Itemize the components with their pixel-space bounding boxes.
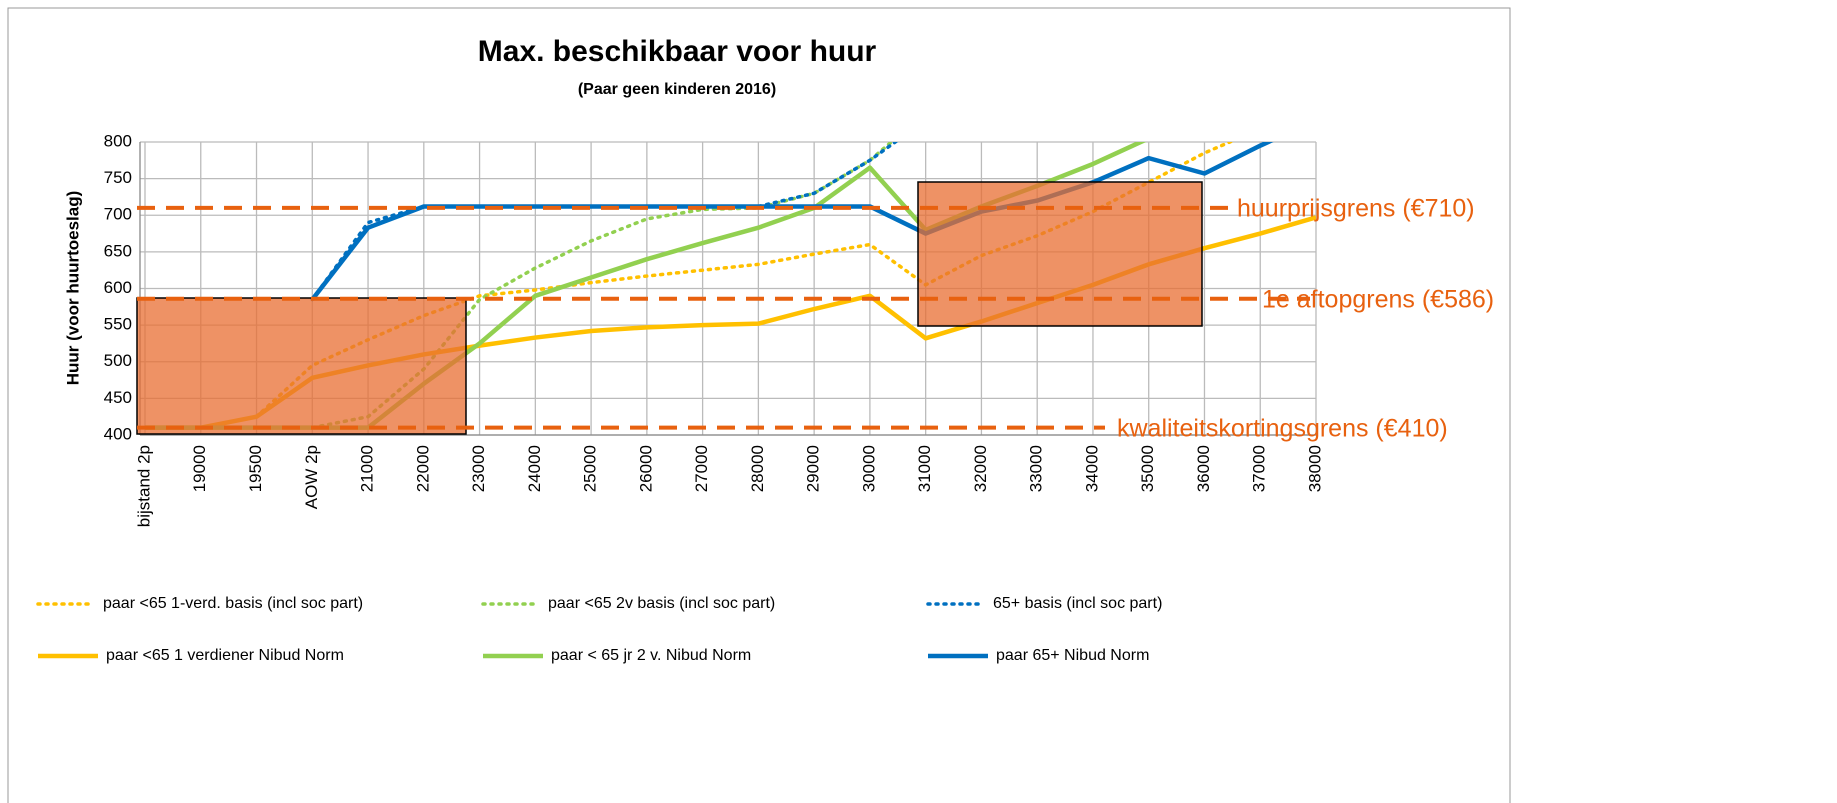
y-tick-label: 550 (104, 315, 132, 334)
x-tick-label: 27000 (692, 445, 711, 492)
x-tick-label: 29000 (804, 445, 823, 492)
x-tick-label: bijstand 2p (134, 445, 153, 527)
legend-label: paar < 65 jr 2 v. Nibud Norm (551, 647, 751, 664)
x-tick-label: 24000 (525, 445, 544, 492)
y-tick-label: 500 (104, 351, 132, 370)
legend-label: paar <65 1 verdiener Nibud Norm (106, 647, 344, 664)
annotations: huurprijsgrens (€710) 1e aftopgrens (€586… (137, 195, 1494, 442)
y-tick-label: 700 (104, 205, 132, 224)
x-tick-label: 28000 (748, 445, 767, 492)
x-tick-label: 34000 (1082, 445, 1101, 492)
x-tick-label: 21000 (358, 445, 377, 492)
highlight-box (917, 181, 1203, 327)
x-tick-label: 31000 (915, 445, 934, 492)
x-tick-label: 37000 (1250, 445, 1269, 492)
x-tick-label: 19500 (246, 445, 265, 492)
chart-title: Max. beschikbaar voor huur (478, 35, 877, 68)
legend: paar <65 1-verd. basis (incl soc part) pa… (36, 595, 1162, 664)
x-tick-label: 23000 (469, 445, 488, 492)
x-tick-label: 32000 (971, 445, 990, 492)
legend-label: paar 65+ Nibud Norm (996, 647, 1149, 664)
x-tick-label: 33000 (1027, 445, 1046, 492)
reference-label: 1e aftopgrens (€586) (1262, 285, 1494, 313)
x-tick-label: 26000 (636, 445, 655, 492)
highlight-box (136, 297, 467, 435)
reference-label: kwaliteitskortingsgrens (€410) (1117, 414, 1448, 442)
legend-label: paar <65 2v basis (incl soc part) (548, 595, 775, 612)
y-tick-label: 450 (104, 388, 132, 407)
x-tick-label: 22000 (413, 445, 432, 492)
x-tick-label: 19000 (190, 445, 209, 492)
legend-label: 65+ basis (incl soc part) (993, 595, 1162, 612)
x-tick-label: 38000 (1305, 445, 1324, 492)
y-axis-label: Huur (voor huurtoeslag) (63, 191, 82, 386)
x-tick-label: AOW 2p (302, 445, 321, 509)
y-tick-label: 650 (104, 241, 132, 260)
x-tick-label: 36000 (1194, 445, 1213, 492)
reference-label: huurprijsgrens (€710) (1237, 195, 1475, 223)
x-tick-label: 35000 (1138, 445, 1157, 492)
chart-subtitle: (Paar geen kinderen 2016) (578, 81, 776, 98)
y-tick-label: 800 (104, 131, 132, 150)
y-tick-label: 600 (104, 278, 132, 297)
x-tick-label: 30000 (859, 445, 878, 492)
x-tick-label: 25000 (581, 445, 600, 492)
y-tick-label: 400 (104, 424, 132, 443)
y-tick-label: 750 (104, 168, 132, 187)
legend-label: paar <65 1-verd. basis (incl soc part) (103, 595, 363, 612)
